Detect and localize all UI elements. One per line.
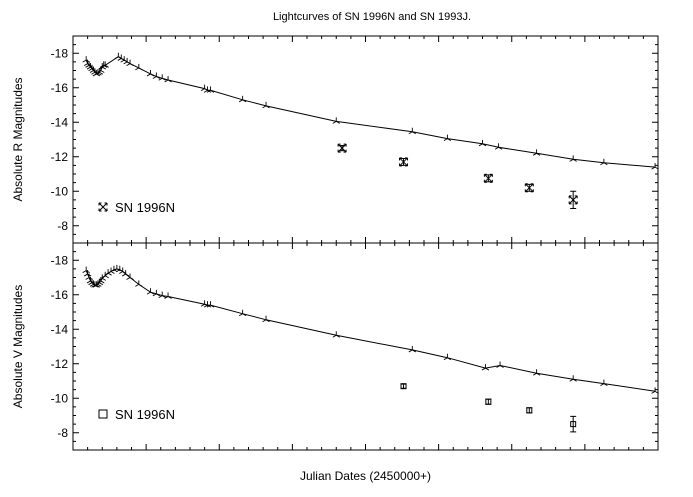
y-tick-label: -14: [51, 322, 69, 336]
data-point-star: [114, 52, 123, 60]
data-point-star: [481, 364, 490, 371]
y-axis-label-v: Absolute V Magnitudes: [11, 285, 25, 408]
data-point-sn1996n: [568, 195, 578, 205]
data-point-star: [113, 264, 121, 272]
data-point-star: [146, 69, 155, 77]
data-point-star: [443, 353, 452, 361]
data-point-star: [135, 280, 143, 287]
data-point-star: [532, 369, 541, 376]
data-point-star: [158, 74, 166, 81]
data-point-sn1996n: [485, 398, 492, 405]
data-point-star: [262, 315, 270, 323]
lightcurve-line-r: [85, 56, 656, 168]
y-tick-label: -12: [51, 357, 69, 371]
y-tick-label: -12: [51, 150, 69, 164]
data-point-star: [158, 291, 166, 299]
data-point-star: [101, 61, 109, 68]
data-point-star: [238, 95, 247, 103]
data-point-star: [408, 127, 417, 135]
data-point-sn1996n: [570, 421, 577, 428]
data-point-star: [569, 375, 577, 382]
y-tick-label: -10: [51, 391, 69, 405]
data-point-star: [104, 269, 112, 276]
x-axis-label: Julian Dates (2450000+): [300, 469, 431, 483]
data-point-star: [651, 387, 659, 394]
data-point-sn1996n: [526, 407, 533, 414]
y-axis-label-r: Absolute R Magnitudes: [11, 77, 25, 201]
data-point-star: [206, 301, 215, 308]
data-point-sn1996n: [337, 143, 347, 153]
data-point-star: [332, 117, 340, 124]
data-point-star: [164, 75, 172, 83]
panel-r: -8 -10 -12 -14 -16 -18 Absolute R Magnitudes SN…: [11, 35, 659, 244]
data-point-star: [408, 345, 417, 353]
data-point-sn1996n: [524, 183, 534, 193]
data-point-star: [164, 292, 172, 299]
data-point-star: [152, 72, 161, 79]
data-point-star: [494, 143, 503, 150]
y-tick-label: -8: [57, 219, 68, 233]
data-point-star: [206, 86, 215, 93]
data-point-star: [200, 300, 209, 307]
y-tick-label: -16: [51, 81, 69, 95]
data-point-star: [651, 163, 659, 170]
data-point-star: [126, 59, 134, 66]
figure-title: Lightcurves of SN 1996N and SN 1993J.: [273, 11, 471, 23]
data-point-sn1996n: [483, 173, 493, 183]
data-point-star: [238, 309, 247, 317]
data-point-star: [107, 267, 115, 274]
panel-v: -8 -10 -12 -14 -16 -18 Absolute V Magnitudes Ju…: [11, 242, 659, 483]
y-tick-label: -16: [51, 288, 69, 302]
y-tick-label: -8: [57, 426, 68, 440]
data-point-star: [478, 139, 487, 147]
lightcurve-line-v: [85, 268, 656, 392]
data-point-star: [600, 158, 608, 166]
y-tick-label: -18: [51, 46, 69, 60]
data-point-sn1996n: [399, 157, 409, 167]
data-point-star: [569, 155, 577, 162]
y-tick-label: -10: [51, 184, 69, 198]
legend-label-r: SN 1996N: [115, 200, 175, 215]
data-point-star: [443, 134, 452, 142]
data-point-star: [152, 289, 161, 297]
data-point-star: [146, 288, 155, 295]
data-point-star: [135, 63, 143, 71]
data-point-star: [532, 149, 541, 156]
chart-panels: -8 -10 -12 -14 -16 -18 Absolute R Magnitudes SN…: [11, 35, 659, 483]
data-point-star: [262, 101, 270, 109]
data-point-star: [600, 379, 608, 386]
legend-symbol-v: [98, 409, 108, 419]
y-tick-label: -18: [51, 253, 69, 267]
data-point-star: [126, 273, 134, 280]
y-tick-label: -14: [51, 115, 69, 129]
legend-label-v: SN 1996N: [115, 407, 175, 422]
data-point-star: [332, 331, 340, 338]
data-point-star: [121, 270, 130, 277]
data-point-star: [496, 361, 504, 368]
legend-symbol-r: [98, 202, 108, 212]
data-point-sn1996n: [400, 383, 407, 390]
